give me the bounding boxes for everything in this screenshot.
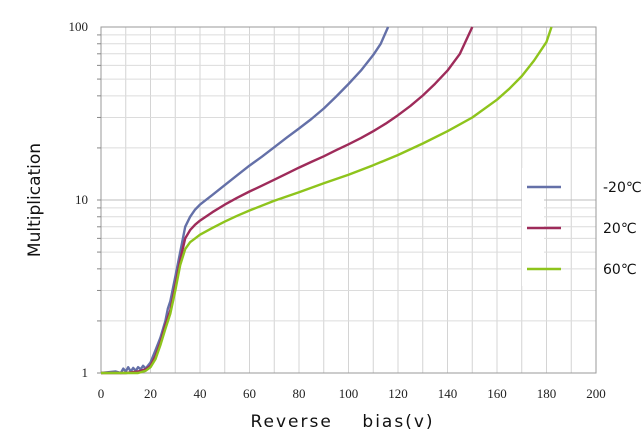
x-tick-label: 60 — [243, 386, 256, 401]
legend-label-1: -20℃ — [603, 180, 641, 196]
tick-labels: 0 20 40 60 80 100 120 140 160 180 200 1 10 100 — [69, 19, 606, 401]
x-tick-label: 200 — [586, 386, 606, 401]
x-tick-label: 80 — [293, 386, 306, 401]
x-tick-label: 100 — [339, 386, 359, 401]
series-line-1 — [100, 26, 390, 375]
x-tick-label: 180 — [537, 386, 557, 401]
grid — [101, 27, 596, 373]
x-tick-label: 20 — [144, 386, 157, 401]
y-tick-label: 1 — [82, 365, 89, 380]
y-tick-label: 10 — [75, 192, 88, 207]
x-tick-label: 0 — [98, 386, 105, 401]
y-axis-label: Multiplication — [25, 143, 45, 257]
x-tick-label: 120 — [388, 386, 408, 401]
series-line-3 — [101, 26, 553, 375]
series-layer — [100, 26, 553, 375]
y-tick-label: 100 — [69, 19, 89, 34]
x-tick-label: 160 — [487, 386, 507, 401]
x-tick-label: 40 — [194, 386, 207, 401]
axes — [97, 26, 597, 374]
x-tick-label: 140 — [438, 386, 458, 401]
legend-label-3: 60℃ — [603, 262, 637, 278]
legend: -20℃ 20℃ 60℃ — [522, 168, 641, 286]
legend-label-2: 20℃ — [603, 221, 637, 237]
x-axis-label: Reverse bias(v) — [250, 412, 434, 432]
